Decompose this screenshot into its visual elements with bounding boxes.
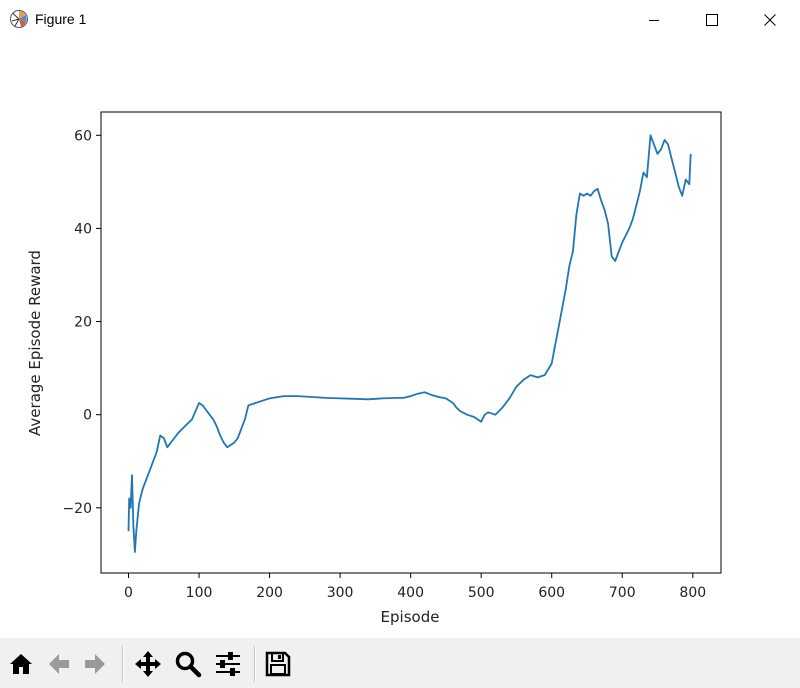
- home-icon: [10, 654, 32, 674]
- title-bar: Figure 1: [0, 0, 800, 40]
- save-icon: [265, 651, 291, 677]
- pan-icon: [135, 651, 161, 677]
- minimize-icon: [649, 20, 659, 21]
- close-button[interactable]: [741, 0, 799, 40]
- back-icon: [49, 654, 69, 674]
- x-tick-label: 200: [256, 585, 283, 601]
- pan-button[interactable]: [131, 647, 165, 681]
- x-axis-label: Episode: [381, 608, 440, 626]
- save-button[interactable]: [261, 647, 295, 681]
- x-tick-label: 600: [538, 585, 565, 601]
- matplotlib-icon: [10, 10, 28, 28]
- configure-subplots-icon: [216, 652, 240, 676]
- forward-button[interactable]: [78, 647, 112, 681]
- y-tick-label: 40: [74, 221, 92, 237]
- navigation-toolbar: [0, 638, 800, 688]
- configure-subplots-button[interactable]: [211, 647, 245, 681]
- line-chart: 0 100 200 300 400 500 600 700 800 −20 0 20 40 60 Epis…: [26, 111, 722, 626]
- figure-canvas[interactable]: 0 100 200 300 400 500 600 700 800 −20 0 20 40 60 Epis…: [0, 40, 800, 638]
- close-icon: [764, 14, 776, 26]
- x-tick-label: 400: [397, 585, 424, 601]
- forward-icon: [85, 654, 105, 674]
- window-title: Figure 1: [35, 11, 87, 27]
- y-tick-label: 0: [83, 408, 92, 424]
- maximize-icon: [706, 14, 718, 26]
- back-button[interactable]: [42, 647, 76, 681]
- zoom-button[interactable]: [171, 647, 205, 681]
- x-tick-label: 300: [327, 585, 354, 601]
- y-tick-label: 20: [74, 315, 92, 331]
- plot-frame: [100, 111, 722, 574]
- toolbar-separator: [122, 646, 124, 682]
- y-tick-label: −20: [62, 501, 92, 517]
- x-tick-label: 800: [679, 585, 706, 601]
- zoom-icon: [175, 651, 202, 678]
- home-button[interactable]: [4, 647, 38, 681]
- maximize-button[interactable]: [683, 0, 741, 40]
- y-axis-label: Average Episode Reward: [26, 250, 44, 436]
- x-tick-label: 0: [124, 585, 133, 601]
- y-tick-label: 60: [74, 128, 92, 144]
- x-tick-label: 700: [609, 585, 636, 601]
- data-line: [127, 134, 692, 553]
- toolbar-separator: [254, 646, 256, 682]
- minimize-button[interactable]: [625, 0, 683, 40]
- x-tick-label: 100: [186, 585, 213, 601]
- x-tick-label: 500: [468, 585, 495, 601]
